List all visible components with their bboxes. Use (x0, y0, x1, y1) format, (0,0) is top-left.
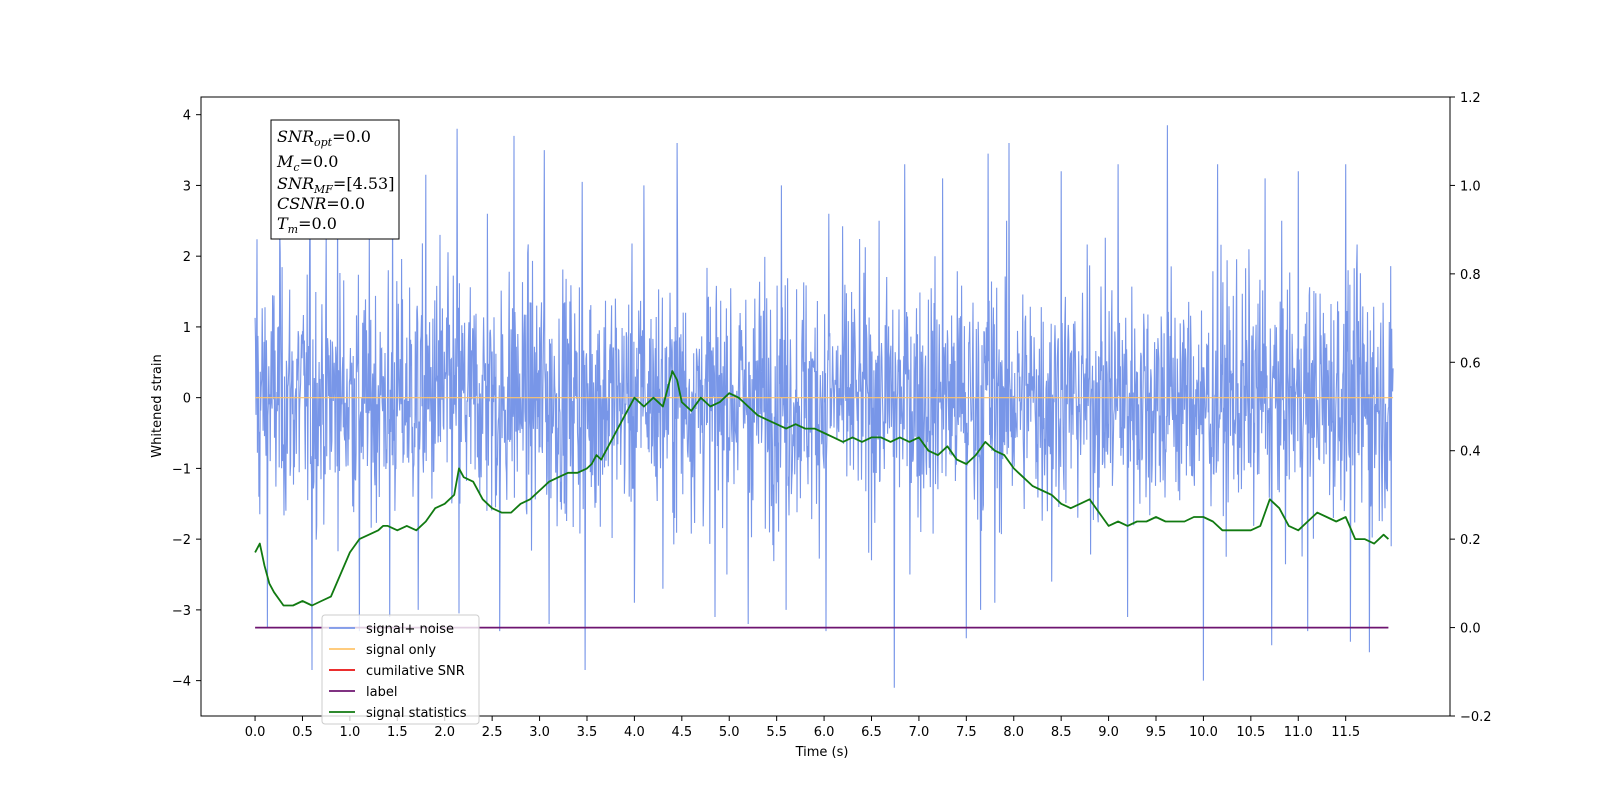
y-axis-right: 1.2 1.0 0.8 0.6 0.4 0.2 0.0 −0.2 (1450, 91, 1492, 725)
x-tick-label: 0.5 (292, 725, 313, 740)
x-tick-label: 2.0 (434, 725, 455, 740)
y-right-tick-label: 0.0 (1460, 622, 1481, 637)
x-axis-title: Time (s) (795, 745, 849, 760)
y-left-tick-label: −1 (172, 462, 191, 477)
y-left-tick-label: 1 (183, 321, 191, 336)
y-right-tick-label: 1.0 (1460, 179, 1481, 194)
legend-frame (321, 614, 480, 725)
y-right-tick-label: 0.4 (1460, 445, 1481, 460)
x-tick-label: 1.5 (387, 725, 408, 740)
legend-label: signal+ noise (366, 622, 454, 637)
stat-snr-mf: SNRMF=[4.53] (277, 174, 394, 196)
series-signal-noise-line (254, 125, 1394, 688)
legend: signal+ noise signal only cumilative SNR la… (321, 614, 480, 725)
y-left-tick-label: 0 (183, 392, 191, 407)
x-tick-label: 7.0 (909, 725, 930, 740)
x-tick-label: 1.0 (340, 725, 361, 740)
plot-area-frame (200, 96, 1451, 717)
y-right-tick-label: 0.2 (1460, 533, 1481, 548)
legend-label: cumilative SNR (366, 664, 465, 679)
legend-label: signal only (366, 643, 436, 658)
legend-label: label (366, 685, 397, 700)
x-axis: 0.0 0.5 1.0 1.5 2.0 2.5 3.0 3.5 4.0 4.5 5.0 5.5 6.0 6… (245, 716, 1360, 740)
x-tick-label: 6.0 (814, 725, 835, 740)
legend-label: signal statistics (366, 706, 467, 721)
y-right-tick-label: −0.2 (1460, 710, 1492, 725)
y-right-tick-label: 1.2 (1460, 91, 1481, 106)
stat-mc: Mc=0.0 (276, 152, 338, 174)
x-tick-label: 7.5 (956, 725, 977, 740)
y-right-tick-label: 0.6 (1460, 356, 1481, 371)
x-tick-label: 10.5 (1236, 725, 1265, 740)
x-tick-label: 10.0 (1189, 725, 1218, 740)
stat-csnr: CSNR=0.0 (277, 194, 365, 213)
x-tick-label: 9.5 (1146, 725, 1167, 740)
stat-tm: Tm=0.0 (277, 214, 337, 236)
x-tick-label: 0.0 (245, 725, 266, 740)
y-left-tick-label: −3 (172, 604, 191, 619)
x-tick-label: 6.5 (861, 725, 882, 740)
stats-box: SNRopt=0.0 Mc=0.0 SNRMF=[4.53] CSNR=0.0 … (270, 119, 400, 240)
y-axis-title: Whitened strain (150, 354, 165, 457)
x-tick-label: 5.5 (766, 725, 787, 740)
y-left-tick-label: −2 (172, 533, 191, 548)
x-tick-label: 5.0 (719, 725, 740, 740)
x-tick-label: 3.5 (577, 725, 598, 740)
series-signal-statistics-line (254, 370, 1390, 607)
stats-box-frame (270, 119, 400, 240)
x-tick-label: 11.5 (1331, 725, 1360, 740)
y-left-tick-label: −4 (172, 675, 191, 690)
x-tick-label: 3.0 (529, 725, 550, 740)
x-tick-label: 8.0 (1003, 725, 1024, 740)
stat-snr-opt: SNRopt=0.0 (277, 127, 371, 149)
x-tick-label: 11.0 (1284, 725, 1313, 740)
y-left-tick-label: 3 (183, 179, 191, 194)
x-tick-label: 2.5 (482, 725, 503, 740)
y-right-tick-label: 0.8 (1460, 268, 1481, 283)
x-tick-label: 4.5 (671, 725, 692, 740)
y-axis-left: 4 3 2 1 0 −1 −2 −3 −4 (172, 109, 201, 690)
x-tick-label: 8.5 (1051, 725, 1072, 740)
x-tick-label: 4.0 (624, 725, 645, 740)
y-left-tick-label: 2 (183, 250, 191, 265)
x-tick-label: 9.0 (1098, 725, 1119, 740)
y-left-tick-label: 4 (183, 109, 191, 124)
